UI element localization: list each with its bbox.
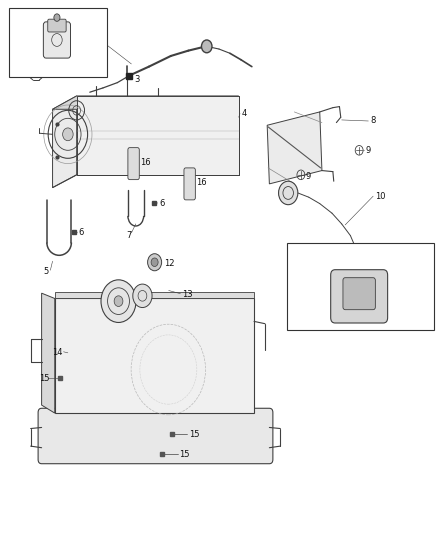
Text: 16: 16 [140,158,150,167]
Polygon shape [55,292,254,298]
Circle shape [279,181,298,205]
Text: 11: 11 [370,261,381,270]
Text: 15: 15 [180,450,190,458]
Text: 3: 3 [134,76,139,84]
Text: 9: 9 [365,146,371,155]
FancyBboxPatch shape [331,270,388,323]
Text: 10: 10 [375,192,385,200]
Text: 4: 4 [241,109,247,118]
Text: 8: 8 [370,117,375,125]
Text: 1: 1 [97,32,102,41]
Circle shape [63,128,73,141]
Text: 13: 13 [182,290,192,299]
Text: 15: 15 [39,374,49,383]
Bar [287,243,434,330]
Polygon shape [55,298,254,413]
Text: 16: 16 [196,179,206,187]
Circle shape [133,284,152,308]
Text: 6: 6 [159,199,164,208]
FancyBboxPatch shape [343,278,375,310]
Circle shape [151,258,158,266]
Bar [9,8,107,77]
FancyBboxPatch shape [43,22,71,58]
FancyBboxPatch shape [38,408,273,464]
Text: 6: 6 [79,229,84,237]
Text: 14: 14 [52,349,62,357]
FancyBboxPatch shape [48,19,66,32]
Text: 7: 7 [127,231,132,240]
Polygon shape [267,112,322,184]
Polygon shape [53,96,239,109]
Polygon shape [53,96,77,188]
FancyBboxPatch shape [128,148,139,180]
Text: 12: 12 [164,259,174,268]
Circle shape [101,280,136,322]
Circle shape [201,40,212,53]
Text: 2: 2 [21,35,26,43]
Text: 9: 9 [306,172,311,181]
FancyBboxPatch shape [184,168,195,200]
Circle shape [54,14,60,21]
Polygon shape [77,96,239,175]
Text: 15: 15 [189,430,200,439]
Text: 5: 5 [43,268,49,276]
Polygon shape [42,293,55,413]
Circle shape [148,254,162,271]
Circle shape [114,296,123,306]
